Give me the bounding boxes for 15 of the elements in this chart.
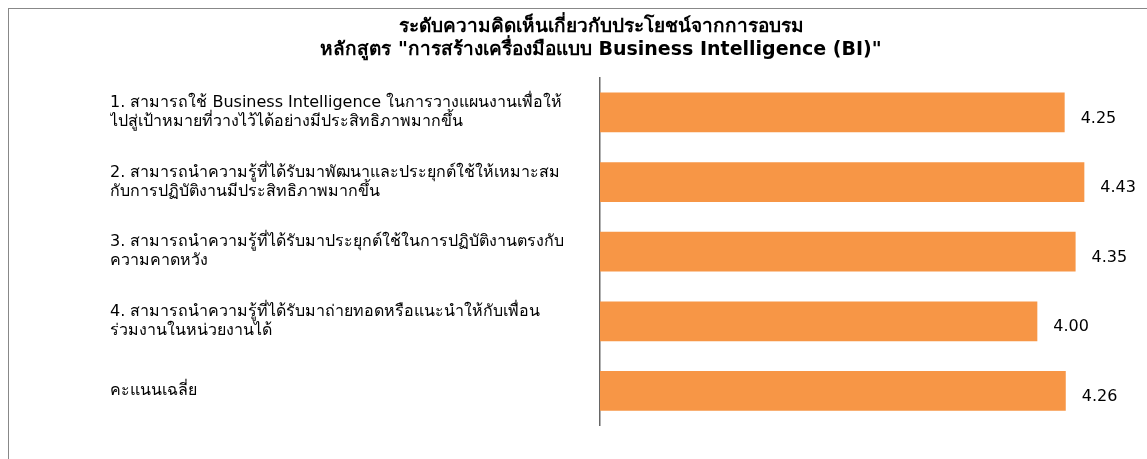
bar [600, 231, 1076, 272]
data-label: 4.00 [1053, 316, 1089, 336]
y-tick-label: 4. สามารถนำความรู้ที่ได้รับมาถ่ายทอดหรือแนะนำให้กับเพื่อนร่วมงานในหน่วยงานได้ [110, 298, 541, 340]
y-tick-label: คะแนนเฉลี่ย [110, 378, 197, 400]
bar [600, 92, 1065, 133]
y-tick-label: 2. สามารถนำความรู้ที่ได้รับมาพัฒนาและประยุกต์ใช้ให้เหมาะสมกับการปฏิบัติงานมีประสิทธิภาพมากขึ้น [110, 159, 561, 200]
data-label: 4.25 [1080, 107, 1117, 127]
text: หลักสูตร "การสร้างเครื่องมือแบบ Business Intelligence (BI)" [320, 37, 882, 60]
y-tick-label: 3. สามารถนำความรู้ที่ได้รับมาประยุกต์ใช้ในการปฏิบัติงานตรงกับความคาดหวัง [110, 229, 565, 270]
data-label: 4.43 [1100, 177, 1136, 197]
data-label: 4.26 [1081, 386, 1118, 406]
bar [600, 371, 1066, 411]
bar [600, 301, 1038, 342]
bar [600, 162, 1085, 202]
data-label: 4.35 [1091, 246, 1128, 266]
